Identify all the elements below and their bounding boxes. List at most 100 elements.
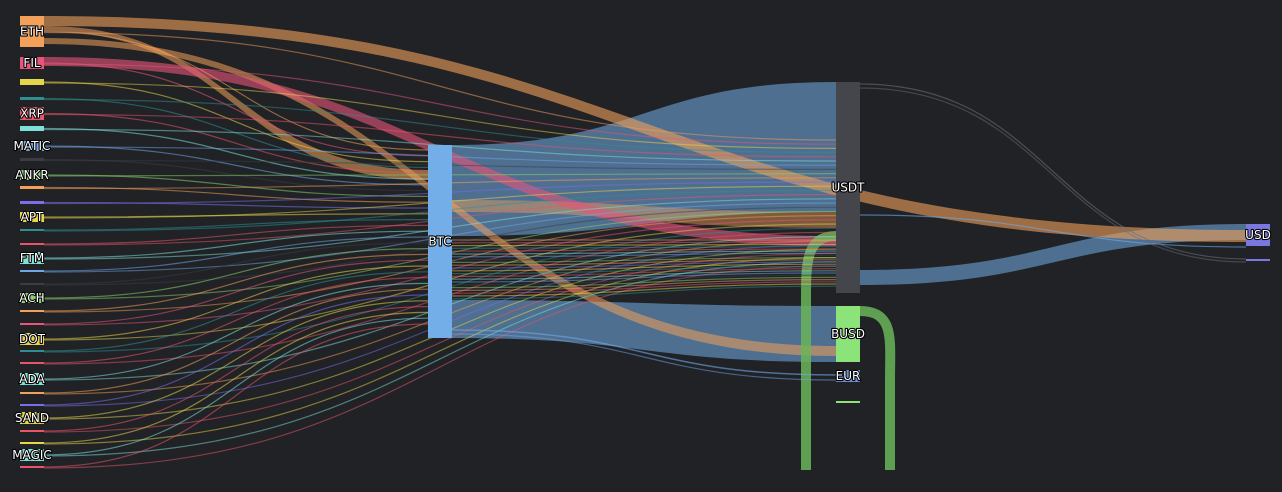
node-n4 xyxy=(20,97,44,100)
node-n26 xyxy=(20,404,44,406)
link-btc-usdt-thin xyxy=(451,241,837,244)
node-eur xyxy=(836,370,860,382)
node-n10 xyxy=(20,186,44,189)
link-fil-usdt xyxy=(43,63,837,145)
node-fil xyxy=(20,57,44,69)
node-matic xyxy=(20,141,44,151)
link-usdt-usd-thin xyxy=(859,214,1247,248)
link-ach-btc xyxy=(43,248,429,299)
link-btc-usdt-thin xyxy=(451,248,837,252)
node-label-ankr: ANKR xyxy=(15,168,48,182)
link-btc-usdt-thin xyxy=(451,270,837,280)
node-label-sand: SAND xyxy=(15,411,49,425)
node-label-eur: EUR xyxy=(836,369,861,383)
node-apt xyxy=(20,212,44,222)
link-busd-loop-outer xyxy=(859,306,896,470)
link-n29-btc xyxy=(43,311,429,444)
link-n31-btc xyxy=(43,323,429,468)
node-n29 xyxy=(20,442,44,444)
node-label-btc: BTC xyxy=(428,235,451,249)
node-n14 xyxy=(20,243,44,245)
node-n25 xyxy=(20,392,44,394)
node-label-usd: USD xyxy=(1245,228,1271,242)
node-sand xyxy=(20,412,44,424)
node-n13 xyxy=(20,229,44,231)
link-eth-btc xyxy=(43,30,429,151)
link-n4-usdt xyxy=(43,98,837,154)
link-n20-btc xyxy=(43,259,429,325)
node-n17 xyxy=(20,283,44,285)
node-n8 xyxy=(20,158,44,161)
node-magic xyxy=(20,449,44,461)
node-ach xyxy=(20,293,44,303)
nodes-layer xyxy=(20,16,1270,468)
link-ankr-btc xyxy=(43,174,429,197)
link-n19-btc xyxy=(43,253,429,312)
link-n22-btc xyxy=(43,271,429,352)
node-label-magic: MAGIC xyxy=(12,448,52,462)
link-btc-usdt-thin xyxy=(451,252,837,258)
node-label-usdt: USDT xyxy=(832,181,866,195)
link-btc-usdt-thin xyxy=(451,259,837,266)
node-n28 xyxy=(20,430,44,432)
link-btc-usdt-thin xyxy=(451,261,837,269)
node-label-ada: ADA xyxy=(19,372,45,386)
node-n11 xyxy=(20,201,44,204)
labels-layer: ETH FIL XRP MATIC ANKR APT FTM ACH DOT ADA SAND MAG… xyxy=(11,23,1272,463)
link-eth-usdt xyxy=(43,31,837,141)
node-label-eth: ETH xyxy=(20,25,44,39)
node-n6 xyxy=(20,126,44,131)
link-n16-btc xyxy=(43,236,429,272)
link-btc-usdt-thin xyxy=(451,254,837,261)
node-n16 xyxy=(20,270,44,272)
node-n19 xyxy=(20,310,44,312)
node-label-xrp: XRP xyxy=(20,107,44,121)
link-btc-usdt-thin xyxy=(451,250,837,255)
link-n14-btc xyxy=(43,224,429,245)
node-label-ach: ACH xyxy=(19,291,44,305)
node-label-busd: BUSD xyxy=(831,327,865,341)
link-xrp-usdt xyxy=(43,113,837,158)
node-ankr xyxy=(20,170,44,180)
node-label-apt: APT xyxy=(21,210,44,224)
link-btc-usdt-thin xyxy=(451,279,837,291)
node-eth xyxy=(20,16,44,47)
node-ftm xyxy=(20,252,44,264)
link-btc-usdt-thin xyxy=(451,257,837,263)
node-n20 xyxy=(20,323,44,325)
link-usdt-n38 xyxy=(859,83,1247,260)
link-btc-usdt-thin xyxy=(451,246,837,249)
link-dot-btc xyxy=(43,265,429,340)
link-n26-btc xyxy=(43,294,429,406)
node-label-matic: MATIC xyxy=(14,139,51,153)
link-n13-btc xyxy=(43,219,429,231)
link-matic-btc xyxy=(43,145,429,186)
node-n22 xyxy=(20,350,44,352)
link-usdt-n38-2 xyxy=(859,87,1247,263)
node-label-fil: FIL xyxy=(23,56,40,70)
link-btc-usdt-thin xyxy=(451,263,837,272)
link-btc-usdt-thin xyxy=(451,276,837,289)
links-layer xyxy=(43,16,1247,470)
link-btc-usdt-thin xyxy=(451,283,837,297)
link-btc-eur-2 xyxy=(451,333,837,381)
link-btc-usdt-thin xyxy=(451,265,837,275)
node-n31 xyxy=(20,466,44,468)
link-btc-usdt-thin xyxy=(451,268,837,277)
link-n3-usdt xyxy=(43,82,837,149)
link-n23-btc xyxy=(43,277,429,364)
node-n3 xyxy=(20,79,44,85)
node-usdt xyxy=(836,82,860,293)
link-n28-btc xyxy=(43,306,429,432)
link-btc-usdt-thin xyxy=(451,281,837,294)
link-sand-btc xyxy=(43,300,429,419)
link-btc-eur xyxy=(451,329,837,376)
node-n38 xyxy=(1246,259,1270,261)
link-ftm-btc xyxy=(43,230,429,259)
node-btc xyxy=(428,145,452,338)
link-n6-btc xyxy=(43,127,429,180)
node-label-dot: DOT xyxy=(19,332,46,346)
node-usd xyxy=(1246,224,1270,246)
link-btc-usdt-thin xyxy=(451,272,837,283)
